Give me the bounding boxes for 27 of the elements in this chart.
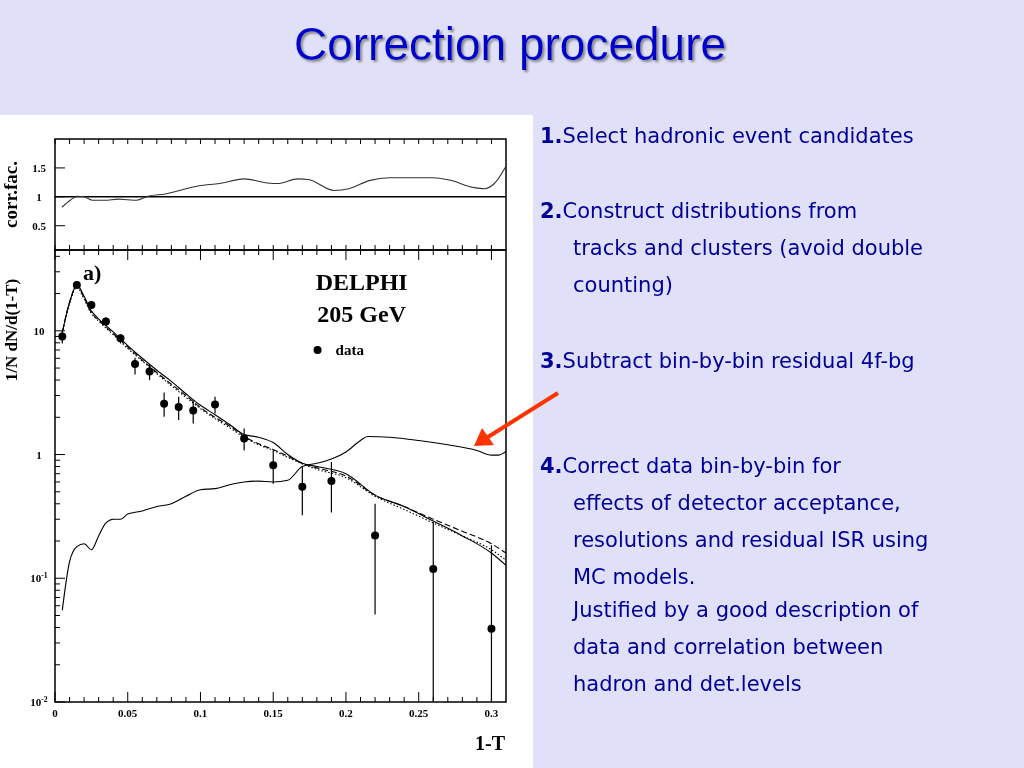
text: 1.Select hadronic event candidates: [540, 124, 914, 148]
y-tick-label: 10$^{-1}$: [30, 570, 48, 585]
x-tick-label: 0.2: [339, 707, 354, 719]
y-tick-label: 10: [33, 324, 45, 337]
y-tick-label: 0.5: [32, 219, 47, 232]
x-tick-label: 0.25: [409, 707, 429, 719]
text: 2.Construct distributions from tracks and clusters (avoid double counting): [540, 199, 924, 297]
x-tick-label: 0: [52, 707, 59, 719]
x-axis-title: 1-T: [475, 732, 506, 754]
annotation: DELPHI: [315, 269, 408, 295]
chart-title: Correction procedure: [293, 18, 727, 70]
x-tick-label: 0.3: [484, 707, 499, 719]
annotation: a): [83, 260, 102, 285]
y-tick-label: 10$^{-2}$: [30, 694, 48, 708]
y-axis-title: 1/N dN/d(1-T): [2, 278, 21, 382]
y-tick-label: 1: [36, 190, 42, 203]
legend-label: data: [335, 342, 365, 358]
y-tick-label: 1.5: [32, 161, 47, 174]
text: 3.Subtract bin-by-bin residual 4f-bg: [540, 349, 915, 373]
text: Justified by a good description of data and correlation between hadron and det.levels: [571, 598, 919, 696]
text: 4.Correct data bin-by-bin for effects of detector acceptance, resolutions and residual ISR using MC models.: [540, 454, 929, 589]
x-tick-label: 0.15: [263, 707, 284, 719]
y-axis-title: corr.fac.: [0, 161, 21, 228]
annotation: 205 GeV: [317, 301, 407, 327]
x-tick-label: 0.1: [193, 707, 208, 719]
y-tick-label: 1: [36, 448, 42, 461]
x-tick-label: 0.05: [118, 707, 138, 719]
